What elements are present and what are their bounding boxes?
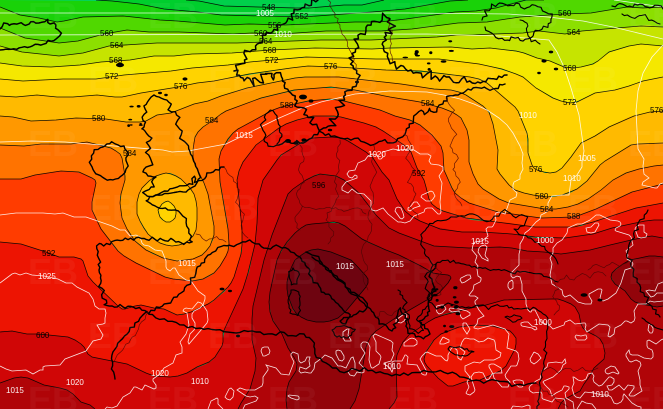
svg-text:EB: EB — [628, 251, 663, 292]
svg-text:560: 560 — [558, 9, 572, 18]
svg-text:EB: EB — [508, 251, 558, 292]
svg-text:EB: EB — [448, 315, 498, 356]
svg-text:560: 560 — [254, 29, 268, 38]
svg-text:1005: 1005 — [256, 9, 274, 18]
svg-text:572: 572 — [563, 98, 577, 107]
svg-text:EB: EB — [508, 123, 558, 164]
svg-text:EB: EB — [388, 379, 438, 409]
svg-text:596: 596 — [312, 181, 326, 190]
svg-text:1000: 1000 — [536, 236, 554, 245]
svg-text:EB: EB — [448, 187, 498, 228]
svg-text:1015: 1015 — [178, 259, 196, 268]
svg-text:EB: EB — [28, 251, 78, 292]
svg-text:EB: EB — [328, 315, 378, 356]
svg-text:EB: EB — [148, 379, 198, 409]
svg-text:EB: EB — [268, 379, 318, 409]
svg-text:564: 564 — [259, 37, 273, 46]
svg-text:EB: EB — [628, 379, 663, 409]
svg-text:EB: EB — [88, 59, 138, 100]
svg-text:584: 584 — [421, 99, 435, 108]
svg-text:552: 552 — [295, 12, 309, 21]
svg-text:576: 576 — [650, 106, 663, 115]
svg-text:1000: 1000 — [534, 318, 552, 327]
svg-text:600: 600 — [36, 331, 50, 340]
svg-text:564: 564 — [110, 41, 124, 50]
svg-text:1020: 1020 — [151, 369, 169, 378]
svg-text:1010: 1010 — [383, 362, 401, 371]
svg-text:576: 576 — [529, 165, 543, 174]
svg-text:EB: EB — [88, 187, 138, 228]
svg-text:EB: EB — [328, 187, 378, 228]
svg-text:564: 564 — [567, 28, 581, 37]
svg-text:EB: EB — [28, 0, 78, 36]
svg-text:548: 548 — [262, 3, 276, 12]
svg-text:EB: EB — [28, 379, 78, 409]
svg-text:1005: 1005 — [578, 154, 596, 163]
svg-text:1015: 1015 — [386, 260, 404, 269]
svg-text:584: 584 — [540, 205, 554, 214]
svg-text:556: 556 — [268, 21, 282, 30]
svg-text:1020: 1020 — [66, 378, 84, 387]
svg-text:584: 584 — [205, 116, 219, 125]
svg-text:572: 572 — [265, 56, 279, 65]
svg-text:EB: EB — [268, 0, 318, 36]
svg-text:EB: EB — [328, 59, 378, 100]
svg-text:576: 576 — [324, 62, 338, 71]
svg-text:1015: 1015 — [6, 386, 24, 395]
svg-text:EB: EB — [388, 251, 438, 292]
svg-text:1015: 1015 — [235, 131, 253, 140]
svg-text:EB: EB — [28, 123, 78, 164]
svg-text:EB: EB — [88, 315, 138, 356]
svg-text:EB: EB — [448, 59, 498, 100]
svg-text:EB: EB — [148, 123, 198, 164]
svg-text:1025: 1025 — [38, 272, 56, 281]
svg-text:EB: EB — [568, 59, 618, 100]
svg-text:EB: EB — [508, 0, 558, 36]
svg-text:EB: EB — [268, 251, 318, 292]
svg-text:1020: 1020 — [396, 144, 414, 153]
svg-text:EB: EB — [148, 251, 198, 292]
svg-text:EB: EB — [388, 0, 438, 36]
svg-text:588: 588 — [567, 212, 581, 221]
svg-text:1010: 1010 — [274, 30, 292, 39]
svg-text:580: 580 — [535, 192, 549, 201]
svg-text:EB: EB — [628, 0, 663, 36]
svg-text:1010: 1010 — [191, 377, 209, 386]
svg-text:576: 576 — [174, 82, 188, 91]
svg-text:1010: 1010 — [519, 111, 537, 120]
svg-text:592: 592 — [42, 249, 56, 258]
svg-text:584: 584 — [123, 149, 137, 158]
svg-text:EB: EB — [208, 187, 258, 228]
svg-text:568: 568 — [109, 56, 123, 65]
svg-text:EB: EB — [388, 123, 438, 164]
svg-text:568: 568 — [263, 46, 277, 55]
svg-text:580: 580 — [92, 114, 106, 123]
svg-text:EB: EB — [208, 315, 258, 356]
svg-text:592: 592 — [412, 169, 426, 178]
svg-text:EB: EB — [508, 379, 558, 409]
svg-text:EB: EB — [628, 123, 663, 164]
svg-text:EB: EB — [268, 123, 318, 164]
svg-text:EB: EB — [148, 0, 198, 36]
svg-text:1010: 1010 — [563, 174, 581, 183]
svg-text:560: 560 — [100, 29, 114, 38]
svg-text:1010: 1010 — [591, 390, 609, 399]
svg-text:568: 568 — [563, 64, 577, 73]
svg-text:1015: 1015 — [336, 262, 354, 271]
svg-text:1015: 1015 — [471, 237, 489, 246]
svg-text:EB: EB — [208, 59, 258, 100]
svg-text:EB: EB — [568, 187, 618, 228]
svg-text:588: 588 — [280, 101, 294, 110]
svg-text:EB: EB — [568, 315, 618, 356]
svg-text:572: 572 — [105, 72, 119, 81]
svg-text:1020: 1020 — [368, 150, 386, 159]
